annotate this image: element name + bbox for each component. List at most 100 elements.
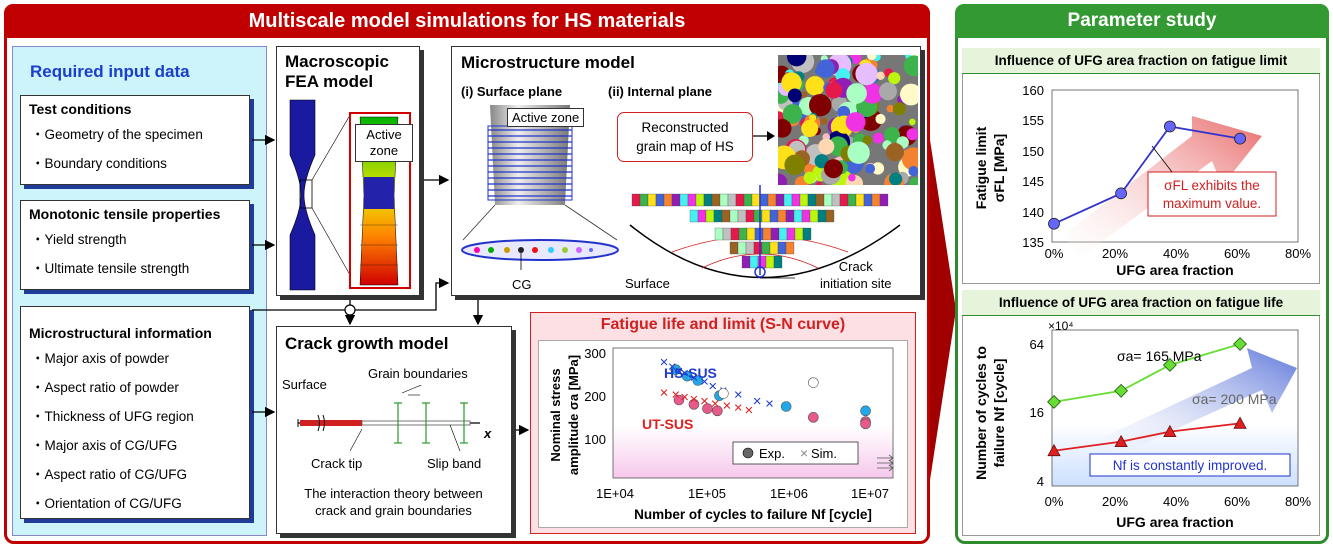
grain bbox=[743, 193, 753, 207]
grain bbox=[787, 55, 807, 67]
grain bbox=[823, 193, 833, 207]
list-item: ・Major axis of powder bbox=[31, 351, 170, 366]
grain bbox=[892, 102, 906, 116]
grain bbox=[719, 193, 729, 207]
grain bbox=[778, 173, 788, 185]
fatigue-limit-title: Influence of UFG area fraction on fatigu… bbox=[994, 53, 1288, 68]
grain bbox=[809, 209, 819, 223]
sn-sim-point: × bbox=[765, 395, 774, 412]
cg-label: CG bbox=[512, 277, 532, 292]
grain bbox=[875, 113, 886, 125]
grain bbox=[814, 67, 824, 76]
sn-sim-point: × bbox=[700, 393, 709, 410]
grain bbox=[871, 193, 881, 207]
fl-xtick: 60% bbox=[1224, 246, 1250, 261]
sn-chart: ×××××××××××××××××××× Exp. × Sim. HS-SUS … bbox=[548, 346, 894, 522]
fl-ylabel-line2: σFL [MPa] bbox=[991, 134, 1007, 202]
flow-arrow-icon bbox=[930, 140, 956, 480]
crack-desc-line2: crack and grain boundaries bbox=[315, 503, 472, 518]
sn-xtick: 1E+07 bbox=[851, 486, 889, 501]
multiscale-header: Multiscale model simulations for HS mate… bbox=[4, 4, 930, 38]
grain bbox=[687, 193, 697, 207]
grain bbox=[767, 193, 777, 207]
crack-growth-title: Crack growth model bbox=[285, 334, 449, 353]
life-point bbox=[1163, 424, 1177, 438]
life-xtick: 20% bbox=[1102, 494, 1128, 509]
grain bbox=[783, 193, 793, 207]
fl-annotation-line2: maximum value. bbox=[1163, 196, 1261, 211]
grain bbox=[765, 255, 775, 269]
sn-sim-point: × bbox=[708, 378, 717, 395]
fl-point bbox=[1115, 187, 1128, 200]
grain bbox=[787, 88, 802, 103]
grain bbox=[745, 241, 755, 255]
grain bbox=[784, 154, 805, 176]
crack-initiation-label: Crack initiation site bbox=[820, 258, 892, 292]
life-annotation: Nf is constantly improved. bbox=[1113, 458, 1268, 473]
grain bbox=[837, 105, 851, 119]
grain bbox=[770, 227, 780, 241]
grain bbox=[769, 209, 779, 223]
reconstructed-grain-map-label: Reconstructed grain map of HS bbox=[617, 112, 753, 162]
grain bbox=[855, 193, 865, 207]
grain bbox=[873, 132, 884, 144]
grain bbox=[727, 193, 737, 207]
hs-sus-label: HS-SUS bbox=[664, 365, 717, 381]
grain bbox=[746, 227, 756, 241]
fatigue-life-title-bar: Influence of UFG area fraction on fatigu… bbox=[962, 290, 1320, 316]
grain bbox=[884, 127, 900, 143]
grain bbox=[741, 255, 751, 269]
grain bbox=[847, 193, 857, 207]
grain bbox=[824, 159, 843, 179]
grain bbox=[711, 193, 721, 207]
crack-tip-label: Crack tip bbox=[311, 456, 363, 471]
grain bbox=[778, 227, 788, 241]
grain bbox=[775, 193, 785, 207]
grain bbox=[761, 241, 771, 255]
internal-plane-illustration bbox=[629, 185, 901, 279]
grain bbox=[900, 83, 918, 106]
grain bbox=[908, 166, 918, 177]
sn-xlabel: Number of cycles to failure Nf [cycle] bbox=[634, 507, 872, 522]
list-item: ・Orientation of CG/UFG bbox=[31, 496, 182, 511]
test-conditions-title: Test conditions bbox=[29, 101, 132, 117]
active-zone-line2: zone bbox=[369, 143, 399, 158]
grain bbox=[745, 209, 755, 223]
fl-ytick: 160 bbox=[1022, 83, 1044, 98]
sn-right-arrows bbox=[877, 454, 894, 472]
grain bbox=[781, 72, 802, 93]
grain bbox=[663, 193, 673, 207]
grain bbox=[679, 193, 689, 207]
list-item: ・Geometry of the specimen bbox=[31, 127, 203, 142]
grain bbox=[722, 227, 732, 241]
sn-curve-title: Fatigue life and limit (S-N curve) bbox=[600, 316, 846, 333]
sn-sim-point: × bbox=[722, 398, 731, 415]
sn-exp-point bbox=[808, 377, 819, 388]
sn-sim-point: × bbox=[711, 395, 720, 412]
sn-exp-point bbox=[702, 403, 713, 414]
legend-exp-label: Exp. bbox=[759, 446, 785, 461]
fl-ytick: 155 bbox=[1022, 113, 1044, 128]
fl-ylabel-line1: Fatigue limit bbox=[973, 126, 989, 209]
sn-sim-point: × bbox=[690, 369, 699, 386]
grain bbox=[761, 209, 771, 223]
legend-sim-marker: × bbox=[800, 445, 808, 461]
life-ytick: 16 bbox=[1030, 405, 1044, 420]
life-ytick: 64 bbox=[1030, 337, 1044, 352]
grain bbox=[757, 255, 767, 269]
x-axis-label: x bbox=[484, 426, 492, 441]
grain bbox=[735, 193, 745, 207]
grain bbox=[886, 104, 895, 113]
surface-label: Surface bbox=[625, 276, 670, 291]
ut-sus-label: UT-SUS bbox=[642, 416, 693, 432]
grain bbox=[721, 209, 731, 223]
fea-active-zone-label: Active zone bbox=[355, 124, 413, 162]
life-series-line bbox=[1053, 422, 1241, 452]
grain bbox=[793, 209, 803, 223]
grain bbox=[631, 193, 641, 207]
sn-exp-point bbox=[681, 370, 693, 382]
life-xlabel: UFG area fraction bbox=[1116, 514, 1233, 530]
grain bbox=[759, 193, 769, 207]
grain bbox=[713, 209, 723, 223]
life-point bbox=[1114, 434, 1128, 448]
